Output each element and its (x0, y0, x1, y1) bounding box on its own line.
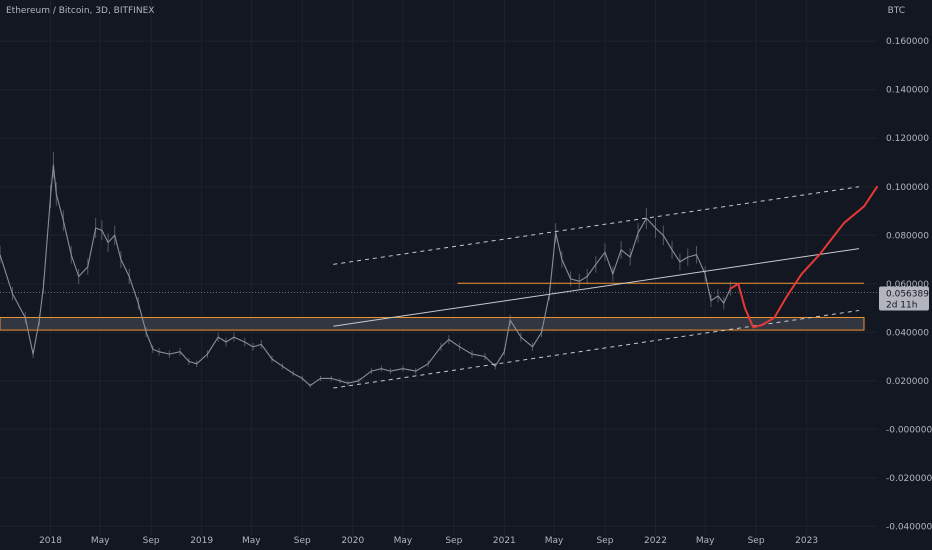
y-tick-label: 0.140000 (886, 86, 929, 96)
x-tick-label: 2022 (644, 536, 667, 546)
x-tick-label: Sep (143, 536, 160, 546)
series-layer (0, 151, 877, 388)
y-tick-label: 0.080000 (886, 231, 929, 241)
last-price-badge (879, 286, 929, 311)
forecast-path (729, 185, 878, 329)
symbol-title: Ethereum / Bitcoin, 3D, BITFINEX (6, 6, 155, 16)
y-tick-label: -0.000000 (886, 425, 932, 435)
trendline (333, 248, 860, 327)
bar-countdown-label: 2d 11h (886, 301, 917, 311)
support-zone-layer (0, 316, 865, 331)
last-price-label: 0.056389 (886, 290, 929, 300)
x-tick-label: Sep (596, 536, 613, 546)
y-tick-label: -0.020000 (886, 474, 932, 484)
x-tick-label: Sep (445, 536, 462, 546)
y-tick-label: 0.100000 (886, 183, 929, 193)
x-tick-label: May (394, 536, 413, 546)
y-tick-label: -0.040000 (886, 522, 932, 532)
x-tick-label: 2019 (190, 536, 213, 546)
x-tick-label: 2018 (39, 536, 62, 546)
y-tick-label: 0.060000 (886, 280, 929, 290)
support-zone (0, 316, 865, 331)
x-tick-label: Sep (294, 536, 311, 546)
axis-labels: 0.160000 0.140000 0.120000 0.100000 0.080000… (39, 37, 932, 546)
x-tick-label: 2020 (341, 536, 364, 546)
x-tick-label: Sep (748, 536, 765, 546)
x-tick-label: 2021 (493, 536, 516, 546)
x-tick-label: May (545, 536, 564, 546)
channel-dashed-line (333, 309, 860, 389)
channel-dashed-line (333, 186, 860, 265)
price-badge-layer: 0.056389 2d 11h (879, 286, 929, 311)
y-tick-label: 0.020000 (886, 377, 929, 387)
x-tick-label: May (696, 536, 715, 546)
y-tick-label: 0.120000 (886, 134, 929, 144)
x-tick-label: May (91, 536, 110, 546)
x-tick-label: 2023 (795, 536, 818, 546)
drawing-layer (333, 185, 878, 389)
y-tick-label: 0.040000 (886, 328, 929, 338)
x-tick-label: May (242, 536, 261, 546)
y-tick-label: 0.160000 (886, 37, 929, 47)
price-unit-label: BTC (887, 6, 905, 16)
